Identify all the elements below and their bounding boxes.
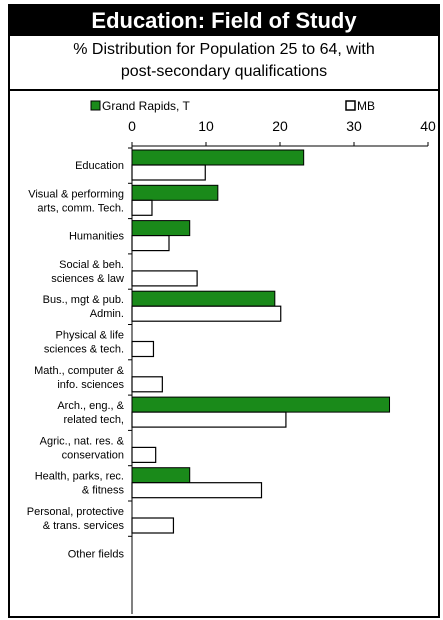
bar-series-2 — [131, 517, 175, 534]
legend-label-series-2: MB — [357, 99, 375, 113]
bar-series-1 — [131, 396, 391, 413]
bar-series-2 — [131, 340, 155, 358]
bar-series-2 — [131, 235, 170, 252]
category-label: Education — [75, 160, 124, 172]
bar-series-2 — [131, 446, 157, 463]
bar-series-1 — [131, 149, 305, 166]
subtitle-line-1: % Distribution for Population 25 to 64, … — [73, 41, 375, 58]
legend-swatch-series-1 — [90, 100, 101, 111]
x-tick-label: 20 — [272, 118, 288, 134]
subtitle-line-2: post-secondary qualifications — [120, 63, 328, 80]
bar-series-2 — [131, 376, 163, 393]
bar-series-2 — [131, 270, 198, 287]
bar-series-1 — [131, 467, 191, 484]
bar-series-1 — [131, 184, 219, 201]
category-label: Agric., nat. res. & conservation — [40, 435, 125, 461]
x-tick-label: 30 — [346, 118, 362, 134]
chart-title: Education: Field of Study — [10, 6, 438, 36]
legend-swatch-series-2 — [345, 100, 356, 111]
category-label: Visual & performing arts, comm. Tech. — [28, 188, 124, 214]
bar-series-1 — [131, 290, 276, 307]
x-tick-label: 10 — [198, 118, 214, 134]
bar-series-1 — [131, 220, 191, 237]
legend-label-series-1: Grand Rapids, T — [102, 99, 190, 113]
category-label: Personal, protective & trans. services — [27, 506, 125, 532]
category-label: Other fields — [68, 548, 125, 560]
bar-series-2 — [131, 164, 206, 181]
category-label: Health, parks, rec. & fitness — [35, 471, 125, 497]
bar-series-2 — [131, 411, 287, 428]
category-label: Social & beh. sciences & law — [51, 259, 124, 285]
bar-series-2 — [131, 482, 263, 499]
x-tick-label: 40 — [420, 118, 436, 134]
category-label: Humanities — [69, 231, 125, 243]
x-tick-label: 0 — [128, 118, 136, 134]
chart-subtitle: % Distribution for Population 25 to 64, … — [10, 36, 438, 91]
category-label: Math., computer & info. sciences — [34, 365, 125, 391]
bar-series-2 — [131, 305, 282, 322]
category-label: Physical & life sciences & tech. — [44, 330, 124, 356]
bar-series-2 — [131, 199, 153, 216]
category-label: Arch., eng., & related tech, — [57, 400, 124, 426]
category-label: Bus., mgt & pub. Admin. — [43, 294, 124, 320]
chart-frame: Education: Field of Study % Distribution… — [8, 4, 440, 618]
